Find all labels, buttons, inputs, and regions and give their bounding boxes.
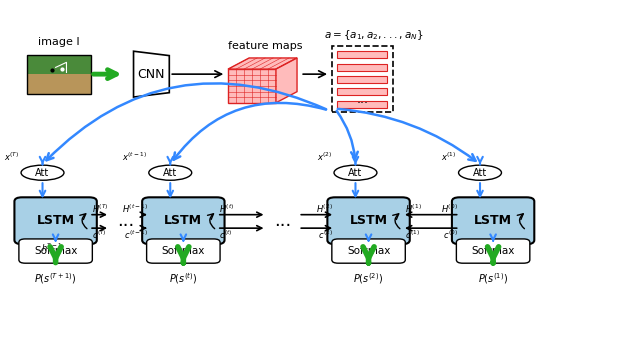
Bar [228,69,276,103]
Text: $H^{(t-1)}$: $H^{(t-1)}$ [122,202,148,215]
FancyBboxPatch shape [142,197,225,244]
Text: $c^{(T)}$: $c^{(T)}$ [92,228,106,241]
Text: $H^{(T)}$: $H^{(T)}$ [92,202,108,215]
Bar [337,101,387,108]
Text: $c^{(t)}$: $c^{(t)}$ [220,228,233,241]
Text: $c^{(0)}$: $c^{(0)}$ [443,228,458,241]
Text: feature maps: feature maps [228,41,303,51]
Text: $c^{(t-1)}$: $c^{(t-1)}$ [124,228,148,241]
Text: ...: ... [356,93,368,106]
Bar [337,88,387,95]
Bar [337,76,387,83]
Bar [27,74,91,93]
Text: ...: ... [117,212,134,230]
Text: Softmax: Softmax [347,246,390,256]
Bar [337,51,387,58]
Text: $c^{(1)}$: $c^{(1)}$ [404,228,419,241]
Bar [27,55,91,74]
Text: $h^{T-1}$: $h^{T-1}$ [42,241,63,253]
Bar [337,64,387,71]
FancyBboxPatch shape [332,239,405,263]
Text: CNN: CNN [138,68,165,81]
Text: Att: Att [35,168,50,178]
Polygon shape [134,51,170,97]
Text: $x^{(2)}$: $x^{(2)}$ [317,151,332,163]
Text: Att: Att [163,168,177,178]
Ellipse shape [458,165,502,180]
Text: ...: ... [274,212,291,230]
Text: $P(s^{(t)})$: $P(s^{(t)})$ [169,271,198,286]
Text: LSTM: LSTM [164,214,202,227]
Text: $c^{(2)}$: $c^{(2)}$ [318,228,333,241]
Text: Softmax: Softmax [162,246,205,256]
FancyBboxPatch shape [15,197,97,244]
Polygon shape [228,58,297,69]
Text: $P(s^{(1)})$: $P(s^{(1)})$ [478,271,508,286]
Text: LSTM: LSTM [349,214,388,227]
FancyBboxPatch shape [456,239,530,263]
Text: Softmax: Softmax [34,246,77,256]
Polygon shape [276,58,297,103]
Bar [27,55,91,93]
Text: $H^{(2)}$: $H^{(2)}$ [316,202,333,215]
FancyBboxPatch shape [328,197,410,244]
Text: Att: Att [348,168,363,178]
Text: LSTM: LSTM [474,214,512,227]
Text: $H^{(1)}$: $H^{(1)}$ [404,202,422,215]
Text: $x^{(1)}$: $x^{(1)}$ [442,151,457,163]
Text: $P(s^{(T+1)})$: $P(s^{(T+1)})$ [35,271,77,286]
Text: $H^{(0)}$: $H^{(0)}$ [441,202,458,215]
FancyBboxPatch shape [19,239,92,263]
FancyBboxPatch shape [452,197,534,244]
Bar [332,46,392,112]
Text: Att: Att [473,168,487,178]
Ellipse shape [148,165,192,180]
Text: $a = \{a_1, a_2, ..., a_N\}$: $a = \{a_1, a_2, ..., a_N\}$ [324,29,424,42]
Text: $x^{(t-1)}$: $x^{(t-1)}$ [122,151,147,163]
Text: image I: image I [38,37,79,47]
Text: LSTM: LSTM [36,214,75,227]
Text: $P(s^{(2)})$: $P(s^{(2)})$ [353,271,383,286]
FancyBboxPatch shape [147,239,220,263]
Text: $x^{(T)}$: $x^{(T)}$ [4,151,19,163]
Ellipse shape [334,165,377,180]
Text: $H^{(t)}$: $H^{(t)}$ [220,202,235,215]
Ellipse shape [21,165,64,180]
Text: Softmax: Softmax [472,246,515,256]
